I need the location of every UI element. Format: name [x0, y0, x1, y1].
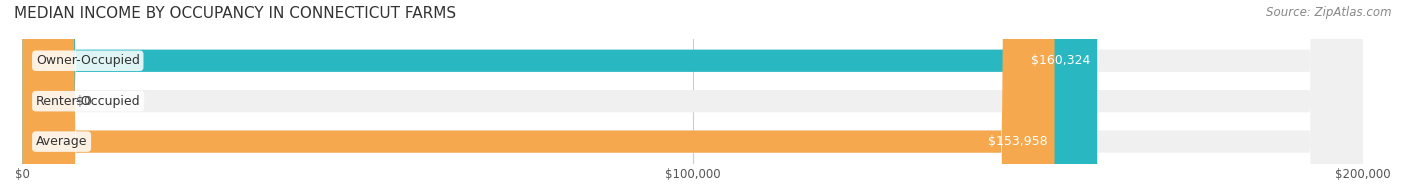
Text: $0: $0: [76, 95, 91, 108]
FancyBboxPatch shape: [22, 0, 1364, 196]
Text: Renter-Occupied: Renter-Occupied: [35, 95, 141, 108]
FancyBboxPatch shape: [22, 0, 1054, 196]
Text: $153,958: $153,958: [988, 135, 1047, 148]
FancyBboxPatch shape: [22, 0, 1364, 196]
Text: Owner-Occupied: Owner-Occupied: [35, 54, 139, 67]
FancyBboxPatch shape: [22, 0, 1364, 196]
Text: MEDIAN INCOME BY OCCUPANCY IN CONNECTICUT FARMS: MEDIAN INCOME BY OCCUPANCY IN CONNECTICU…: [14, 6, 456, 21]
Text: $160,324: $160,324: [1031, 54, 1091, 67]
Text: Average: Average: [35, 135, 87, 148]
FancyBboxPatch shape: [22, 0, 1097, 196]
Text: Source: ZipAtlas.com: Source: ZipAtlas.com: [1267, 6, 1392, 19]
